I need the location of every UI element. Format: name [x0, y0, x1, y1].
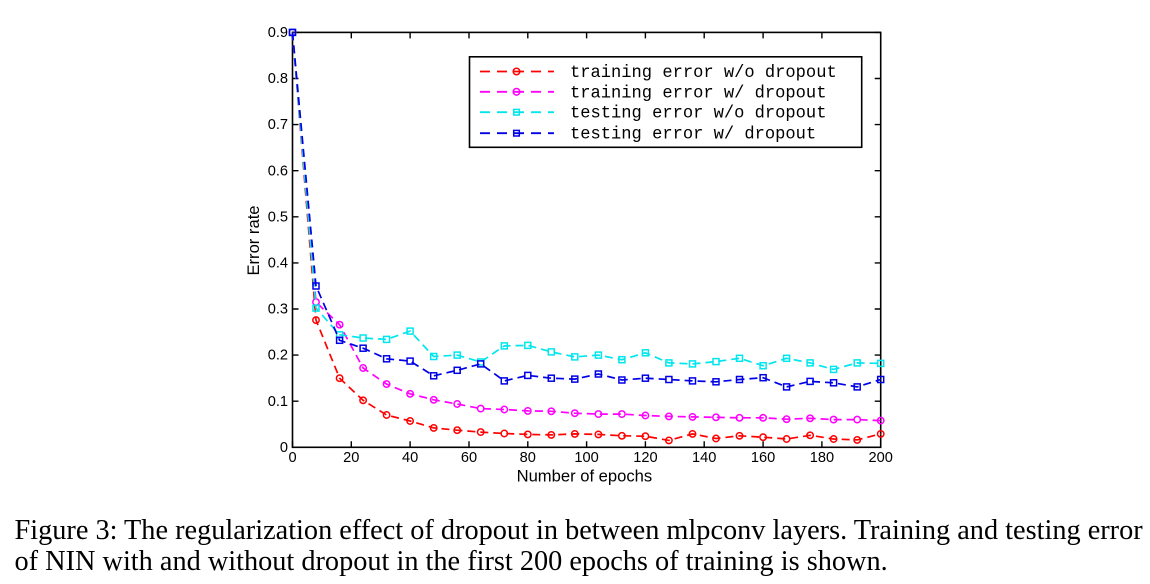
svg-text:0: 0 [288, 450, 296, 466]
svg-text:0.2: 0.2 [268, 348, 288, 364]
svg-text:0.6: 0.6 [268, 163, 288, 179]
svg-text:40: 40 [402, 450, 418, 466]
svg-text:0.7: 0.7 [268, 117, 288, 133]
svg-text:0.9: 0.9 [268, 25, 288, 41]
svg-text:80: 80 [520, 450, 536, 466]
svg-text:Error rate: Error rate [244, 205, 263, 275]
svg-text:140: 140 [692, 450, 716, 466]
svg-text:Number of epochs: Number of epochs [517, 467, 653, 486]
svg-text:0.4: 0.4 [268, 256, 288, 272]
svg-text:training error w/o dropout: training error w/o dropout [570, 64, 837, 83]
svg-text:180: 180 [810, 450, 834, 466]
svg-text:testing error w/o dropout: testing error w/o dropout [570, 105, 826, 124]
svg-text:60: 60 [461, 450, 477, 466]
svg-text:20: 20 [343, 450, 359, 466]
svg-text:160: 160 [751, 450, 775, 466]
svg-text:120: 120 [633, 450, 657, 466]
svg-text:200: 200 [869, 450, 893, 466]
svg-text:testing error w/ dropout: testing error w/ dropout [570, 126, 816, 145]
svg-text:0: 0 [280, 440, 288, 456]
svg-text:100: 100 [574, 450, 598, 466]
svg-text:0.3: 0.3 [268, 302, 288, 318]
svg-text:0.5: 0.5 [268, 209, 288, 225]
svg-text:0.1: 0.1 [268, 394, 288, 410]
svg-text:training error w/ dropout: training error w/ dropout [570, 84, 826, 103]
svg-text:0.8: 0.8 [268, 71, 288, 87]
